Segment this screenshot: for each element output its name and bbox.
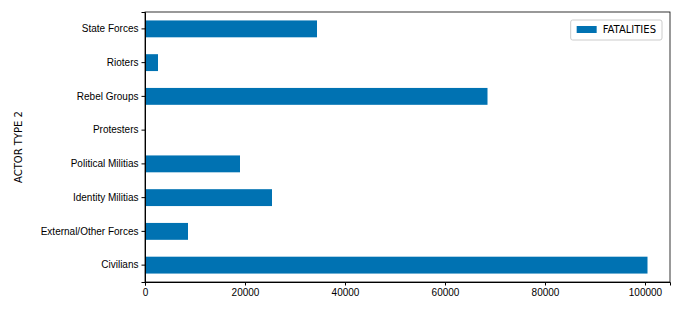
y-tick-mark [142,96,146,97]
bar [145,223,188,240]
x-tick-mark [245,282,246,286]
y-tick-label: Rioters [107,57,139,68]
x-tick-label: 100000 [629,287,663,298]
legend-box [571,20,662,40]
x-axis: 0 20000 40000 60000 80000 100000 [143,282,671,298]
chart: 0 20000 40000 60000 80000 100000 Civilians Exte… [0,0,684,309]
x-tick: 40000 [332,282,360,298]
y-tick-label: Rebel Groups [77,91,139,102]
x-tick: 80000 [532,282,560,298]
legend-swatch [577,26,597,33]
y-tick: Rebel Groups [77,91,145,102]
y-tick-label: Political Militias [71,158,139,169]
bar [145,54,158,71]
y-tick: Rioters [107,57,145,68]
y-tick: State Forces [82,23,145,34]
y-tick-label: Identity Militias [73,192,139,203]
x-tick-label: 80000 [532,287,560,298]
x-tick: 20000 [232,282,260,298]
y-tick-mark [142,62,146,63]
y-tick-label: External/Other Forces [41,226,139,237]
x-tick-mark [445,282,446,286]
bar [145,257,648,274]
axis-line [146,283,671,286]
x-tick-label: 20000 [232,287,260,298]
bar [145,20,317,37]
y-tick: Political Militias [71,158,145,169]
y-axis: Civilians External/Other Forces Identity M… [41,13,146,283]
x-tick: 100000 [629,282,663,298]
y-tick-label: Civilians [101,259,138,270]
x-tick-mark [645,282,646,286]
y-axis-title: ACTOR TYPE 2 [13,111,24,183]
x-tick-mark [545,282,546,286]
plot: 0 20000 40000 60000 80000 100000 Civilians Exte… [41,12,671,298]
bars [145,20,648,273]
x-tick: 60000 [432,282,460,298]
x-tick: 0 [143,282,149,298]
plot-frame [145,12,670,282]
y-tick-mark [142,265,146,266]
y-tick: Protesters [93,124,145,135]
y-tick-label: Protesters [93,124,139,135]
y-tick-mark [142,163,146,164]
x-tick-mark [345,282,346,286]
y-tick-label: State Forces [82,23,139,34]
y-tick: External/Other Forces [41,226,145,237]
x-tick-label: 40000 [332,287,360,298]
y-tick-mark [142,197,146,198]
y-tick: Civilians [101,259,145,270]
x-tick-label: 0 [143,287,149,298]
bar [145,88,488,105]
legend-label: FATALITIES [603,24,656,35]
bar [145,189,272,206]
y-tick: Identity Militias [73,192,145,203]
legend: FATALITIES [571,20,662,40]
y-tick-mark [142,231,146,232]
y-tick-mark [142,28,146,29]
y-tick-mark [142,130,146,131]
x-tick-label: 60000 [432,287,460,298]
bar [145,155,240,172]
